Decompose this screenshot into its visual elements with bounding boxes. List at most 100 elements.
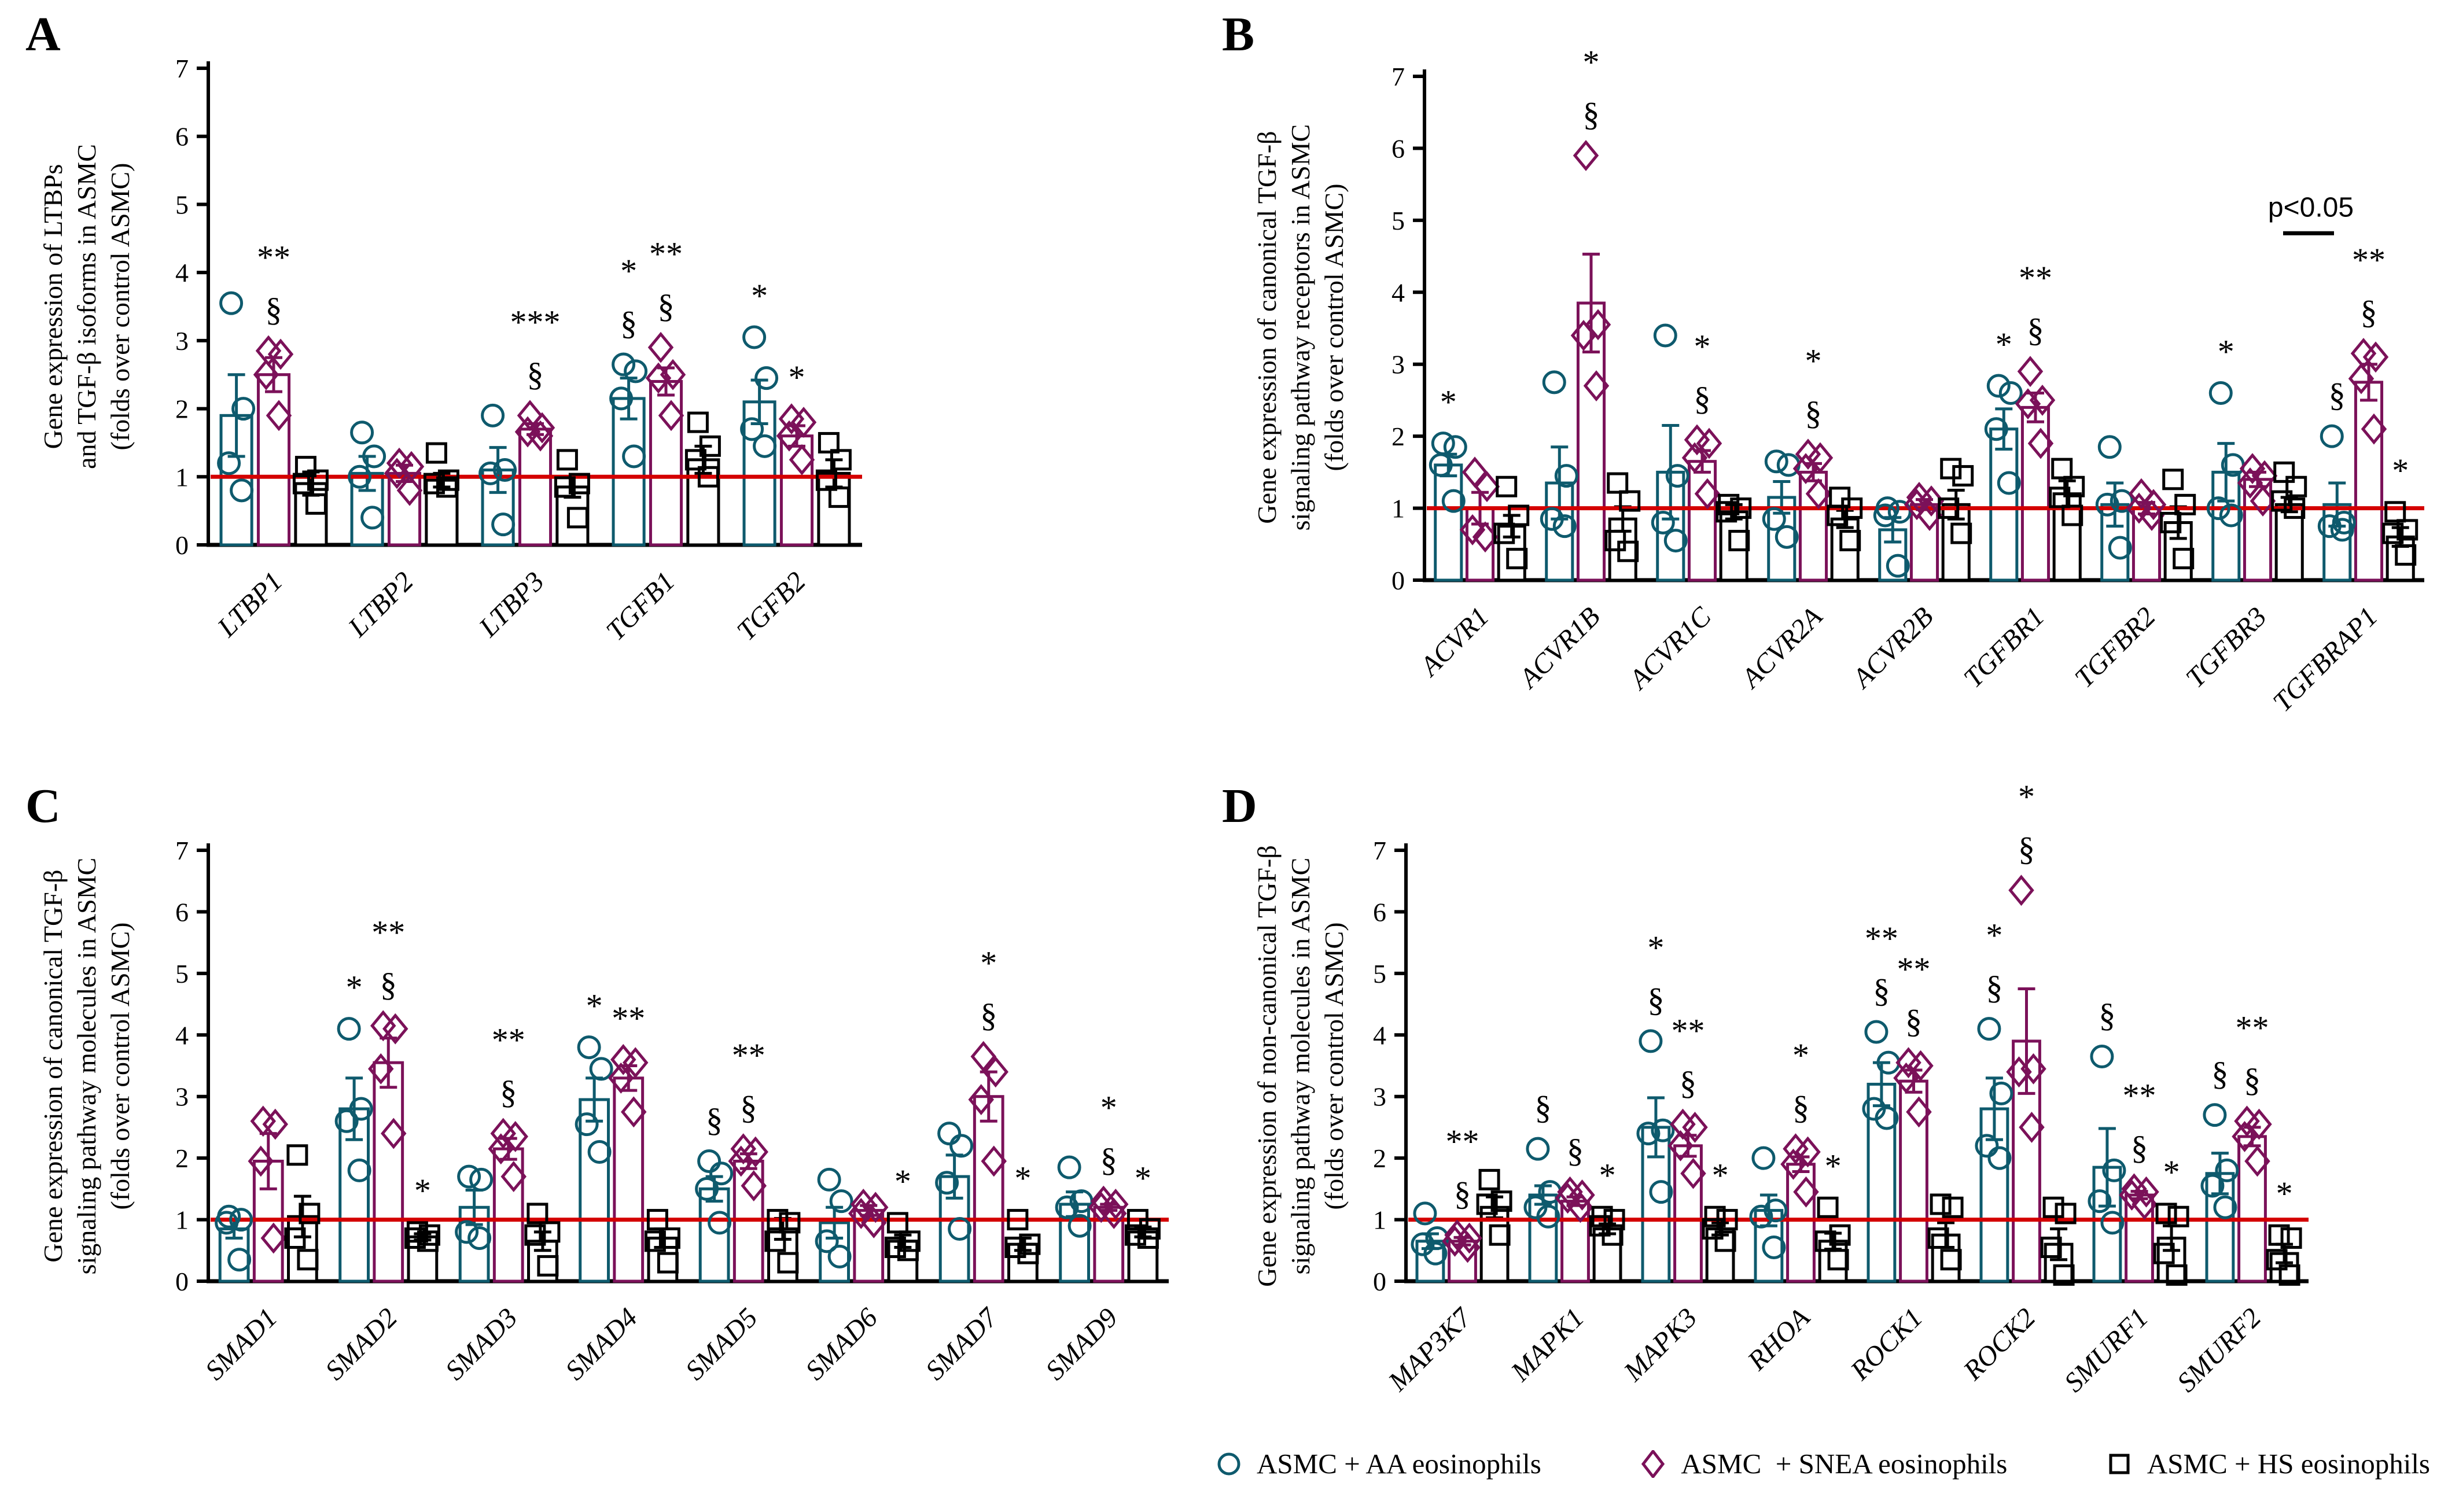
data-point-square [1506, 548, 1528, 570]
data-point-square [1940, 458, 1962, 480]
data-point-diamond [848, 1198, 874, 1229]
bar [1592, 1227, 1622, 1283]
significance-annotation: § [1986, 969, 2002, 1006]
category-label: TGFB2 [731, 566, 811, 646]
y-tick-label: 4 [175, 1020, 189, 1050]
bar [686, 458, 720, 547]
data-point-diamond [2017, 356, 2044, 388]
data-point-circle [1775, 525, 1799, 549]
data-point-square [1942, 1196, 1964, 1218]
data-point-square [1817, 1196, 1839, 1218]
bar [973, 1095, 1004, 1283]
data-point-square [292, 473, 314, 495]
y-axis-title-a: Gene expression of LTBPs and TGF-β isofo… [36, 144, 137, 469]
data-point-circle [827, 1244, 852, 1268]
data-point-circle [455, 1220, 479, 1244]
data-point-diamond [529, 412, 555, 444]
significance-annotation: ** [371, 913, 405, 951]
y-axis-title-a-line3: (folds over control ASMC) [105, 163, 135, 451]
y-tick-label: 2 [175, 1144, 189, 1173]
data-point-diamond [2015, 388, 2041, 420]
data-point-diamond [368, 1053, 394, 1085]
data-point-diamond [1456, 1222, 1482, 1254]
data-point-circle [609, 386, 634, 411]
data-point-diamond [2361, 413, 2387, 445]
bar [1989, 427, 2019, 582]
data-point-square [1124, 1224, 1146, 1246]
data-point-circle [697, 1149, 721, 1173]
data-point-square [644, 1230, 666, 1252]
data-point-circle [478, 461, 503, 485]
y-tick-label: 0 [175, 530, 189, 560]
significance-annotation: § [1100, 1141, 1117, 1179]
significance-annotation: ** [1897, 950, 1931, 988]
significance-annotation: § [1792, 1089, 1809, 1126]
data-point-square [884, 1236, 906, 1258]
significance-annotation: § [2099, 997, 2115, 1034]
significance-annotation: *** [510, 303, 561, 341]
data-point-diamond [660, 359, 686, 390]
data-point-square [2053, 1264, 2075, 1286]
data-point-square [1950, 522, 1972, 544]
data-point-diamond [488, 1133, 514, 1165]
significance-annotation: § [980, 997, 997, 1034]
data-point-square [2271, 490, 2293, 512]
bar [742, 400, 776, 547]
significance-annotation: § [1680, 1064, 1696, 1102]
data-point-circle [350, 421, 374, 445]
data-point-circle [362, 444, 386, 469]
significance-annotation: ** [1446, 1123, 1479, 1160]
legend-label-snea: ASMC + SNEA eosinophils [1681, 1448, 2008, 1480]
panel-letter-a: A [25, 8, 61, 61]
data-point-diamond [1793, 1176, 1819, 1208]
data-point-diamond [1780, 1148, 1806, 1180]
data-point-circle [1764, 1198, 1788, 1223]
square-icon [2109, 1454, 2130, 1474]
category-label: RHOA [1742, 1302, 1816, 1377]
data-point-diamond [1555, 1182, 1581, 1214]
bar [2237, 1135, 2267, 1283]
data-point-circle [334, 1109, 359, 1133]
data-point-diamond [1795, 1136, 1821, 1168]
legend-item-snea: ASMC + SNEA eosinophils [1639, 1447, 2007, 1480]
data-point-circle [1554, 464, 1578, 488]
aa-circle-icon [1217, 1452, 1240, 1475]
data-point-circle [1665, 464, 1689, 488]
data-point-square [1938, 497, 1960, 519]
y-tick-label: 6 [1373, 897, 1386, 927]
data-point-diamond [248, 1145, 274, 1177]
significance-annotation: * [1135, 1160, 1151, 1197]
data-point-diamond [982, 1056, 1008, 1088]
significance-annotation: § [1873, 972, 1890, 1009]
data-point-square [818, 432, 840, 453]
data-point-diamond [1573, 139, 1599, 171]
data-point-square [2280, 1227, 2302, 1249]
data-point-circle [815, 1229, 839, 1253]
data-point-diamond [381, 1118, 407, 1149]
bar [518, 427, 553, 547]
data-point-square [1602, 1224, 1624, 1246]
y-tick-label: 1 [175, 1205, 189, 1235]
data-point-square [1603, 1209, 1625, 1231]
data-point-circle [1536, 1204, 1560, 1229]
data-point-circle [1987, 1146, 2012, 1170]
category-label: ACVR2B [1846, 601, 1939, 695]
y-tick-label: 7 [175, 54, 189, 83]
data-point-square [1940, 1249, 1962, 1271]
data-point-circle [2215, 1158, 2239, 1182]
bar [1899, 1079, 1928, 1283]
data-point-square [2063, 475, 2085, 497]
y-axis-title-d-line1: Gene expression of non-canonical TGF-β [1252, 845, 1282, 1287]
data-point-diamond [1459, 514, 1486, 545]
significance-annotation: § [1694, 379, 1711, 417]
data-point-square [777, 1252, 799, 1274]
data-point-square [1829, 1224, 1851, 1246]
data-point-diamond [1805, 478, 1832, 510]
data-point-square [1702, 1218, 1724, 1240]
data-point-square [527, 1203, 548, 1225]
data-point-circle [227, 1248, 252, 1272]
data-point-diamond [1904, 489, 1930, 521]
data-point-circle [231, 397, 256, 421]
data-point-circle [575, 1112, 599, 1137]
